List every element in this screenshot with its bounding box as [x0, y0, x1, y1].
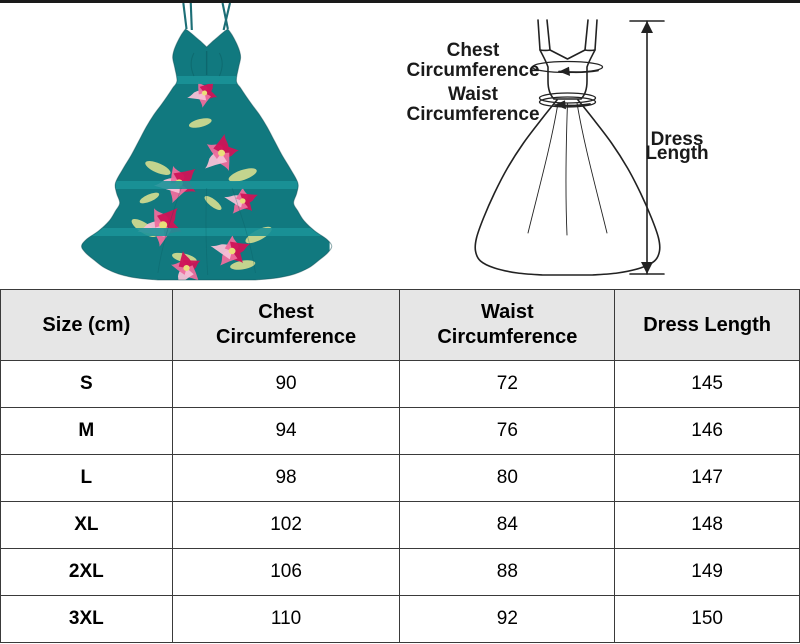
- svg-text:Chest: Chest: [447, 40, 500, 61]
- svg-text:Waist: Waist: [448, 84, 499, 105]
- svg-text:Circumference: Circumference: [406, 60, 539, 81]
- svg-text:Circumference: Circumference: [406, 104, 539, 125]
- svg-text:Length: Length: [645, 143, 708, 164]
